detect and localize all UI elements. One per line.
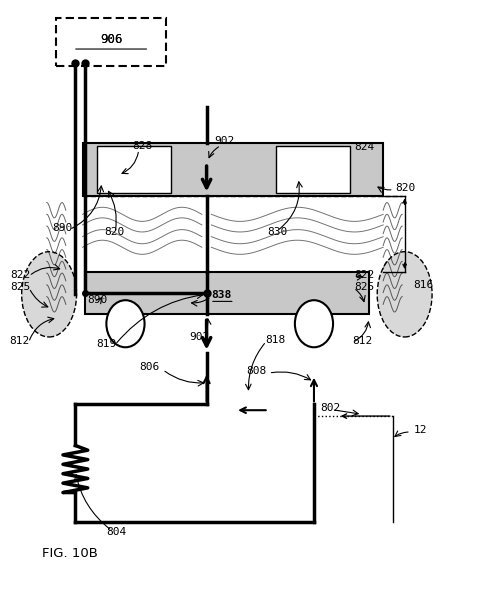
Text: 906: 906 [100, 33, 122, 46]
Bar [85, 272, 369, 314]
Text: 818: 818 [265, 335, 285, 345]
Text: 822: 822 [11, 270, 31, 280]
Text: 906: 906 [100, 33, 122, 46]
Text: 820: 820 [395, 183, 415, 193]
Text: 828: 828 [132, 141, 152, 151]
Text: 825: 825 [11, 282, 31, 292]
Text: 890: 890 [52, 223, 72, 233]
Bar [83, 142, 383, 196]
Text: 820: 820 [104, 227, 125, 237]
Text: 830: 830 [267, 227, 288, 237]
Text: 816: 816 [413, 280, 433, 290]
Text: 806: 806 [139, 362, 159, 372]
Text: 825: 825 [355, 282, 375, 292]
Text: 902: 902 [215, 137, 235, 147]
Text: 802: 802 [320, 404, 340, 414]
Bar [97, 145, 171, 193]
Text: 824: 824 [355, 142, 375, 152]
Ellipse shape [377, 252, 432, 337]
Text: 12: 12 [414, 424, 428, 434]
Text: 804: 804 [106, 527, 126, 537]
Text: 808: 808 [247, 366, 267, 376]
Text: 838: 838 [212, 291, 232, 300]
Circle shape [296, 301, 332, 346]
FancyBboxPatch shape [56, 18, 166, 66]
Text: 812: 812 [352, 336, 372, 346]
Text: 902: 902 [189, 332, 210, 342]
Text: 812: 812 [10, 336, 30, 346]
Circle shape [108, 301, 144, 346]
Bar [276, 145, 350, 193]
Text: 822: 822 [355, 270, 375, 280]
Ellipse shape [22, 252, 76, 337]
Text: 890: 890 [88, 295, 108, 304]
Text: FIG. 10B: FIG. 10B [42, 547, 98, 560]
Text: 819: 819 [96, 339, 117, 349]
